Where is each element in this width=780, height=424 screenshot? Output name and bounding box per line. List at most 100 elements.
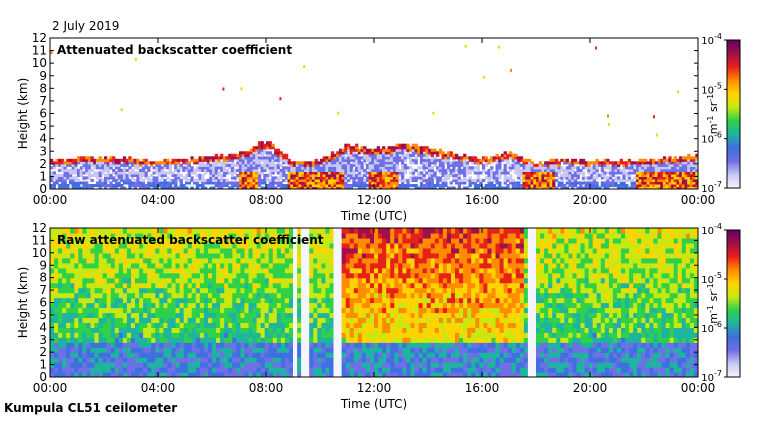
heatmap-cell (240, 258, 245, 264)
heatmap-cell (163, 288, 168, 294)
heatmap-cell (305, 312, 310, 318)
heatmap-cell (224, 337, 229, 343)
heatmap-cell (74, 253, 79, 259)
heatmap-cell (321, 312, 326, 318)
heatmap-cell (212, 352, 217, 358)
heatmap-cell (66, 253, 71, 259)
heatmap-cell (167, 273, 172, 279)
heatmap-cell (273, 248, 278, 254)
heatmap-cell (176, 268, 181, 274)
heatmap-cell (172, 268, 177, 274)
heatmap-cell (208, 327, 213, 333)
heatmap-cell (232, 263, 237, 269)
heatmap-cell (325, 327, 330, 333)
heatmap-cell (293, 273, 298, 279)
heatmap-cell (281, 322, 286, 328)
heatmap-cell (62, 332, 67, 338)
heatmap-cell (236, 303, 241, 309)
heatmap-cell (224, 347, 229, 353)
heatmap-cell (297, 327, 302, 333)
heatmap-cell (70, 288, 75, 294)
heatmap-cell (151, 303, 156, 309)
heatmap-cell (82, 278, 87, 284)
heatmap-cell (212, 293, 217, 299)
heatmap-cell (244, 278, 249, 284)
heatmap-cell (346, 352, 351, 358)
heatmap-cell (78, 253, 83, 259)
heatmap-cell (62, 298, 67, 304)
heatmap-cell (184, 367, 189, 373)
heatmap-cell (309, 288, 314, 294)
heatmap-cell (240, 327, 245, 333)
heatmap-cell (200, 273, 205, 279)
heatmap-cell (224, 362, 229, 368)
heatmap-cell (277, 337, 282, 343)
heatmap-cell (212, 332, 217, 338)
heatmap-cell (192, 248, 197, 254)
heatmap-cell (301, 283, 306, 289)
heatmap-cell (62, 293, 67, 299)
heatmap-cell (338, 362, 343, 368)
heatmap-cell (95, 278, 100, 284)
heatmap-cell (167, 362, 172, 368)
heatmap-cell (301, 268, 306, 274)
heatmap-cell (66, 317, 71, 323)
heatmap-cell (325, 278, 330, 284)
heatmap-cell (509, 174, 512, 177)
heatmap-cell (196, 317, 201, 323)
heatmap-cell (159, 308, 164, 314)
heatmap-cell (180, 248, 185, 254)
heatmap-cell (135, 327, 140, 333)
heatmap-cell (269, 293, 274, 299)
heatmap-cell (103, 248, 108, 254)
heatmap-cell (180, 317, 185, 323)
heatmap-cell (78, 298, 83, 304)
heatmap-cell (289, 312, 294, 318)
heatmap-cell (334, 233, 339, 239)
heatmap-cell (58, 278, 63, 284)
heatmap-cell (325, 253, 330, 259)
heatmap-cell (172, 327, 177, 333)
heatmap-cell (317, 367, 322, 373)
heatmap-cell (228, 298, 233, 304)
heatmap-cell (309, 268, 314, 274)
heatmap-cell (78, 273, 83, 279)
heatmap-cell (74, 283, 79, 289)
heatmap-cell (62, 342, 67, 348)
heatmap-cell (301, 263, 306, 269)
heatmap-cell (330, 298, 335, 304)
heatmap-cell (220, 337, 225, 343)
heatmap-cell (66, 357, 71, 363)
heatmap-cell (249, 342, 254, 348)
heatmap-cell (95, 352, 100, 358)
heatmap-cell (184, 357, 189, 363)
heatmap-cell (273, 273, 278, 279)
heatmap-cell (582, 171, 585, 174)
heatmap-cell (82, 337, 87, 343)
heatmap-cell (200, 308, 205, 314)
heatmap-cell (317, 253, 322, 259)
heatmap-cell (50, 278, 55, 284)
heatmap-cell (119, 347, 124, 353)
heatmap-cell (204, 248, 209, 254)
heatmap-cell (309, 283, 314, 289)
heatmap-cell (338, 347, 343, 353)
heatmap-cell (111, 258, 116, 264)
heatmap-cell (240, 352, 245, 358)
heatmap-cell (111, 283, 116, 289)
heatmap-cell (167, 357, 172, 363)
heatmap-cell (240, 362, 245, 368)
heatmap-cell (204, 288, 209, 294)
heatmap-cell (74, 352, 79, 358)
heatmap-cell (135, 322, 140, 328)
heatmap-cell (91, 179, 94, 182)
heatmap-cell (257, 317, 262, 323)
heatmap-cell (163, 268, 168, 274)
heatmap-cell (321, 352, 326, 358)
heatmap-cell (220, 352, 225, 358)
heatmap-cell (172, 362, 177, 368)
heatmap-cell (147, 258, 152, 264)
heatmap-cell (50, 342, 55, 348)
y-tick-label: 10 (32, 56, 47, 70)
heatmap-cell (99, 352, 104, 358)
